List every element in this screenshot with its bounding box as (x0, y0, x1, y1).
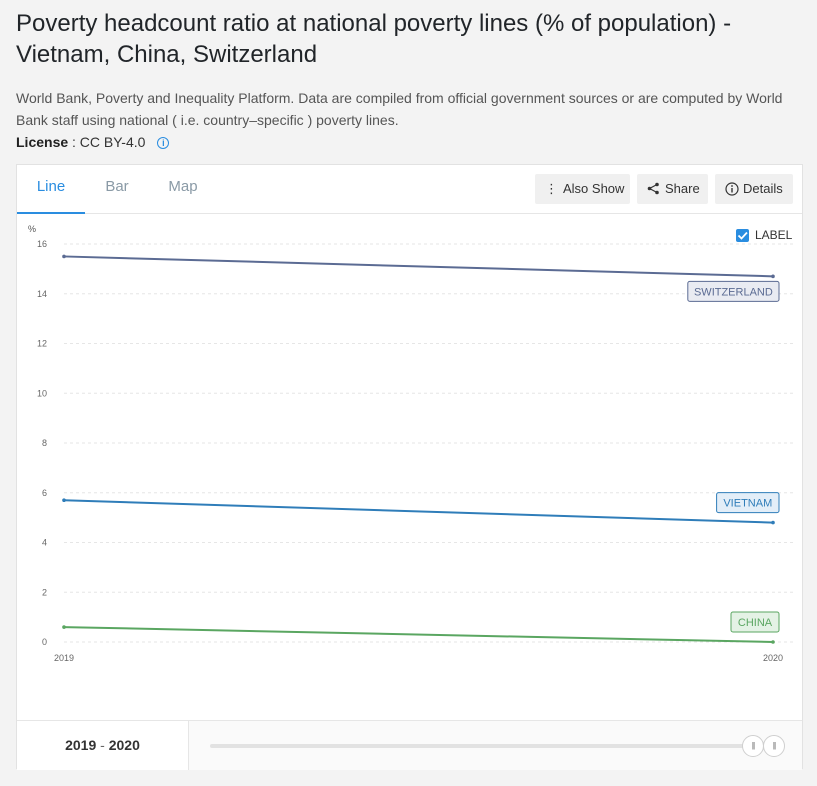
series-label: VIETNAM (723, 498, 772, 510)
range-separator: - (96, 737, 109, 753)
label-toggle-text: LABEL (755, 228, 793, 242)
series-line-vietnam[interactable] (63, 499, 774, 524)
range-slider-track[interactable] (210, 744, 770, 748)
series-line-switzerland[interactable] (63, 255, 774, 278)
details-label: Details (743, 181, 783, 196)
y-tick-label: 6 (42, 488, 47, 498)
range-end: 2020 (108, 737, 140, 753)
tab-bar[interactable]: Bar (105, 178, 129, 195)
also-show-button[interactable]: ⋮ Also Show (535, 174, 630, 204)
y-tick-label: 4 (42, 538, 47, 548)
also-show-label: Also Show (563, 181, 625, 196)
range-footer: 2019 - 2020 ||| ||| (17, 720, 802, 770)
x-ticks: 2019 2020 (54, 653, 783, 663)
y-tick-label: 8 (42, 438, 47, 448)
license-line: License : CC BY-4.0 i (16, 132, 170, 152)
series-label-box (687, 280, 780, 302)
y-tick-label: 10 (37, 388, 47, 398)
grid-lines (64, 243, 795, 643)
line-chart: % 0 2 4 6 8 10 12 14 16 2019 2020 SWITZERLAND VIET… (28, 224, 795, 663)
y-axis-unit: % (28, 224, 36, 234)
range-handle-start[interactable]: ||| (742, 735, 764, 757)
share-button[interactable]: Share (637, 174, 708, 204)
series-label-box (716, 492, 780, 514)
series-label: SWITZERLAND (694, 286, 773, 298)
license-value: : CC BY-4.0 (72, 134, 146, 150)
data-point[interactable] (771, 274, 775, 279)
source-note: World Bank, Poverty and Inequality Platf… (16, 90, 783, 128)
range-handle-end[interactable]: ||| (763, 735, 785, 757)
data-point[interactable] (771, 520, 775, 525)
details-button[interactable]: Details (715, 174, 793, 204)
series-group (62, 254, 775, 644)
share-label: Share (665, 181, 700, 196)
info-icon[interactable]: i (157, 137, 170, 149)
share-icon (647, 174, 660, 204)
y-ticks: 0 2 4 6 8 10 12 14 16 (37, 239, 47, 647)
label-checkbox[interactable] (736, 229, 749, 242)
y-tick-label: 16 (37, 239, 47, 249)
series-label-box (730, 611, 780, 633)
page-title: Poverty headcount ratio at national pove… (16, 10, 732, 68)
y-tick-label: 12 (37, 339, 47, 349)
chart-panel: Line Bar Map ⋮ Also Show Share Det (16, 164, 803, 770)
x-tick-label: 2019 (54, 653, 74, 663)
data-point[interactable] (62, 498, 66, 503)
range-label: 2019 - 2020 (17, 721, 189, 770)
license-label: License (16, 134, 69, 150)
tab-map[interactable]: Map (168, 178, 198, 195)
y-tick-label: 14 (37, 289, 47, 299)
data-point[interactable] (62, 254, 66, 259)
data-point[interactable] (62, 625, 66, 629)
data-point[interactable] (771, 640, 775, 644)
checkmark-icon (737, 231, 748, 240)
series-label: CHINA (738, 617, 773, 629)
range-start: 2019 (65, 737, 97, 753)
y-tick-label: 0 (42, 637, 47, 647)
chart-tabs: Line Bar Map ⋮ Also Show Share Det (17, 165, 802, 214)
x-tick-label: 2020 (763, 653, 783, 663)
series-labels: SWITZERLAND VIETNAM CHINA (687, 280, 780, 633)
tab-line[interactable]: Line (17, 165, 85, 214)
series-line-china[interactable] (63, 626, 774, 643)
more-vertical-icon: ⋮ (545, 181, 558, 196)
label-toggle[interactable]: LABEL (736, 228, 793, 242)
y-tick-label: 2 (42, 587, 47, 597)
info-circle-icon (725, 174, 739, 204)
